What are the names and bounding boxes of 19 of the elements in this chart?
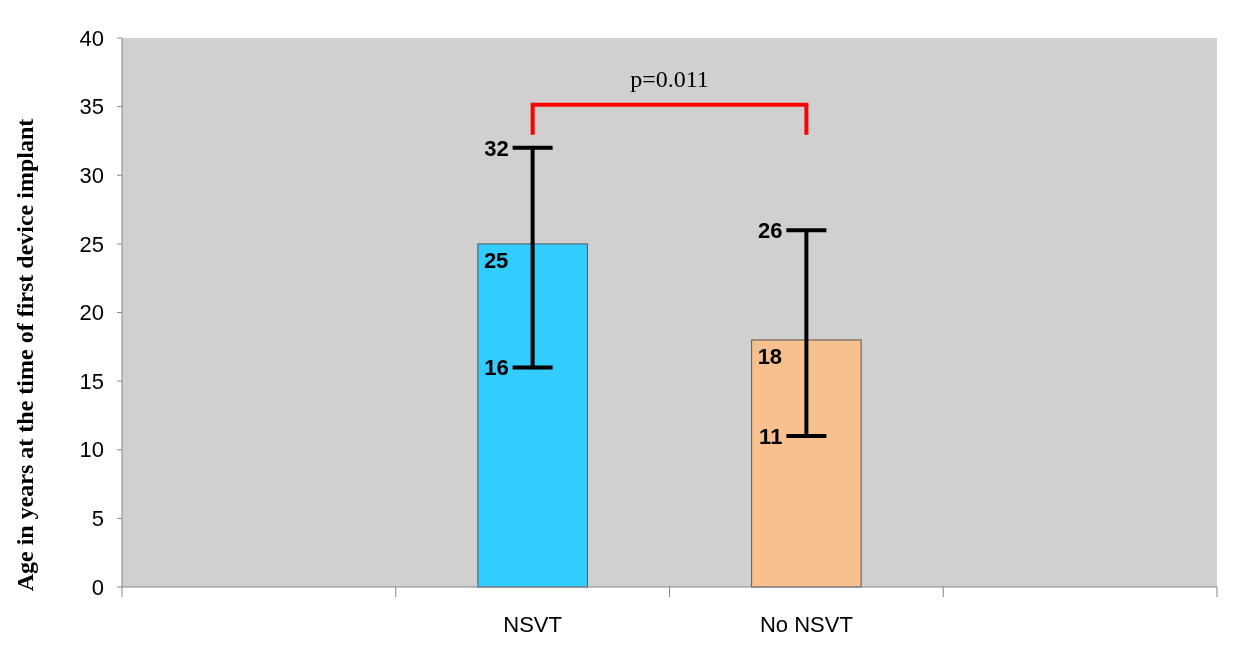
y-tick-label: 40 — [79, 25, 104, 51]
x-tick-label: No NSVT — [759, 612, 853, 637]
data-label: 18 — [757, 344, 783, 370]
y-tick-label: 20 — [79, 300, 104, 326]
annotation: 11 — [759, 423, 783, 449]
y-tick-label: 15 — [79, 368, 104, 394]
y-tick-label: 25 — [79, 231, 104, 257]
y-tick-label: 30 — [79, 162, 104, 188]
y-tick-label: 10 — [79, 437, 104, 463]
annotation: 32 — [484, 135, 509, 161]
annotation: 26 — [757, 217, 783, 243]
x-tick-label: NSVT — [503, 612, 562, 637]
annotation: p=0.011 — [630, 65, 709, 92]
y-tick-label: 35 — [79, 94, 104, 120]
y-axis-title: Age in years at the time of first device implant — [12, 118, 38, 592]
annotation: 16 — [484, 355, 509, 381]
y-tick-label: 0 — [91, 574, 104, 600]
data-label: 25 — [483, 248, 509, 274]
y-tick-label: 5 — [91, 506, 104, 532]
